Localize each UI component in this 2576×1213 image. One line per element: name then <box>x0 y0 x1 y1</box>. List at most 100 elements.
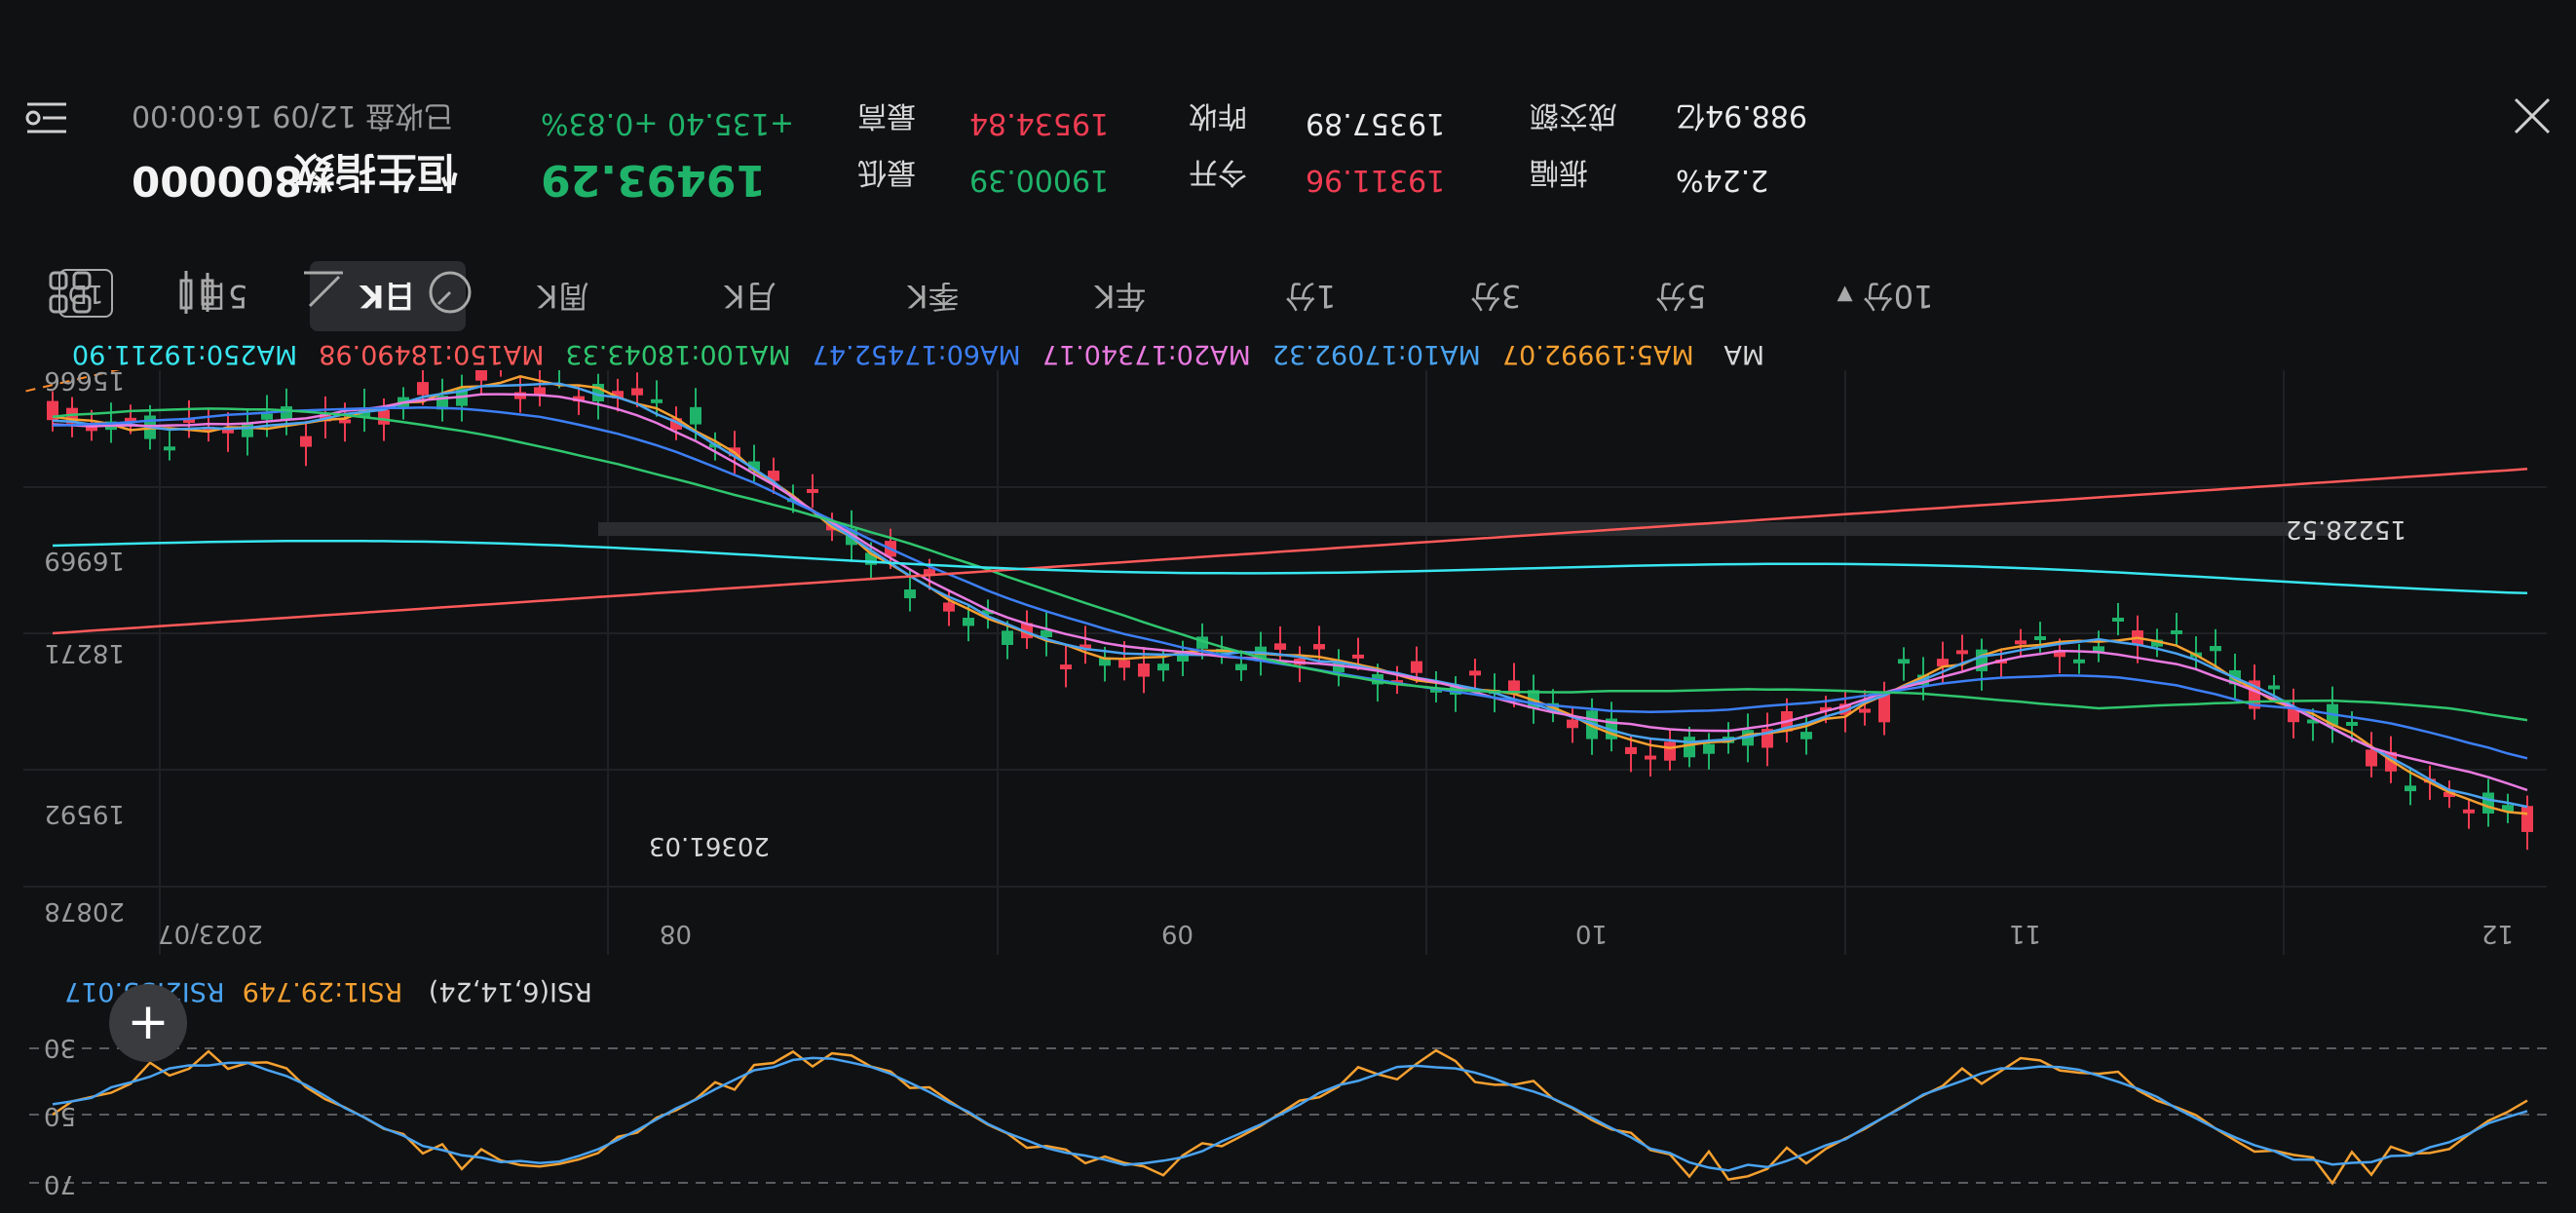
y-axis-label: 20878 <box>44 896 125 926</box>
ma-legend-item-6: MA250:19211.90 <box>72 339 298 369</box>
ma-legend-item-2: MA20:17340.17 <box>1042 339 1251 369</box>
indicator-icon[interactable] <box>423 265 477 320</box>
stat-label: 成交额 <box>1530 98 1617 133</box>
candle-body <box>261 413 273 420</box>
ma-line <box>52 382 2528 809</box>
price-change: +135.40 +0.83% <box>541 106 795 140</box>
grid-icon[interactable] <box>43 265 97 320</box>
toolbar-rotated: 1D 5日 日K 周K 月K 季K 年K 1分 3分 5分 10分 ▾ <box>0 244 2576 331</box>
market-status: 已收盘 12/09 16:00:00 <box>132 98 454 133</box>
candle-body <box>943 602 955 612</box>
y-axis-label: 15666 <box>44 370 125 395</box>
candle-body <box>2482 792 2494 815</box>
main-chart-plot <box>22 370 2547 955</box>
candle-body <box>300 436 312 447</box>
candle-body <box>2015 640 2027 645</box>
candle-body <box>164 446 175 451</box>
main-chart-labels: 20878 19592 18271 16969 15666 2023/07 08 09 10 11… <box>44 370 2514 948</box>
candle-body <box>2268 685 2280 690</box>
candle-body <box>2307 719 2319 724</box>
candle-body <box>1235 663 1247 670</box>
tab-1min[interactable]: 1分 <box>1284 278 1337 315</box>
x-axis-label: 11 <box>2009 919 2041 948</box>
volume-band <box>598 522 2381 536</box>
candle-body <box>339 419 351 424</box>
candle-body <box>475 370 487 381</box>
candle-body <box>807 488 818 493</box>
candle-body <box>1118 660 1130 668</box>
candle-body <box>1508 680 1520 695</box>
stat-value: 19357.89 <box>1306 106 1446 140</box>
candle-body <box>242 422 253 437</box>
candle-body <box>1002 630 1013 645</box>
candle-body <box>1684 737 1695 758</box>
candle-body <box>1664 741 1676 761</box>
stock-name: 恒生指数 <box>294 148 459 196</box>
candle-body <box>1703 743 1715 754</box>
menu-icon[interactable] <box>21 93 72 143</box>
x-axis-label: 2023/07 <box>158 919 263 948</box>
candle-body <box>1157 663 1169 671</box>
tab-10min[interactable]: 10分 ▾ <box>1837 278 1934 315</box>
rsi-legend-item-0: RSI1:29.749 <box>242 976 403 1006</box>
rsi-y-label: 50 <box>44 1101 76 1130</box>
tab-monthly-k[interactable]: 月K <box>724 278 777 315</box>
close-icon[interactable] <box>2510 94 2555 138</box>
ma-legend: MA MA5:19992.07 MA10:17092.32 MA20:17340.1… <box>29 339 1764 369</box>
candle-body <box>612 391 624 398</box>
rsi-chart[interactable]: 70 50 30 <box>0 1004 2576 1213</box>
candle-body <box>1878 694 1890 723</box>
stock-price: 19493.29 <box>541 155 767 205</box>
candle-body <box>2502 805 2514 812</box>
candle-body <box>2346 721 2358 726</box>
candle-body <box>183 418 195 423</box>
candle-body <box>904 589 916 599</box>
ma-items: MA5:19992.07 MA10:17092.32 MA20:17340.17 MA… <box>51 339 1694 369</box>
candle-body <box>1352 654 1364 659</box>
ma-label: MA <box>1724 339 1765 369</box>
candle-body <box>125 417 136 422</box>
tab-5min[interactable]: 5分 <box>1654 278 1707 315</box>
candle-body <box>1313 644 1325 650</box>
stock-code: 800000 <box>132 157 303 205</box>
tab-quarterly-k[interactable]: 季K <box>907 278 960 315</box>
candle-body <box>2073 659 2085 663</box>
tab-3min[interactable]: 3分 <box>1469 278 1522 315</box>
ma-line <box>52 393 2528 792</box>
candle-style-icon[interactable] <box>170 265 224 320</box>
quote-header: 800000 恒生指数 19493.29 已收盘 12/09 16:00:00 … <box>0 0 2576 244</box>
candle-body <box>670 418 682 430</box>
stat-value: 19000.39 <box>969 163 1110 197</box>
candle-body <box>1430 688 1442 693</box>
candle-body <box>1937 659 1949 667</box>
y-axis-label: 18271 <box>44 638 125 667</box>
candle-body <box>378 409 390 425</box>
tab-yearly-k[interactable]: 年K <box>1094 278 1147 315</box>
candle-body <box>2405 785 2416 792</box>
draw-icon[interactable] <box>296 265 351 320</box>
candlestick-chart[interactable]: 20878 19592 18271 16969 15666 2023/07 08 09 10 11… <box>0 370 2576 955</box>
candle-body <box>2112 617 2124 622</box>
candle-body <box>1411 661 1422 673</box>
candle-body <box>1469 670 1481 676</box>
candle-body <box>2463 809 2475 814</box>
candle-body <box>690 406 701 425</box>
candle-body <box>1177 655 1189 662</box>
candle-body <box>2366 749 2377 767</box>
tab-weekly-k[interactable]: 周K <box>537 278 589 315</box>
candle-body <box>1099 657 1111 666</box>
stat-value: 988.94亿 <box>1676 98 1807 133</box>
rsi-labels: 70 50 30 <box>44 1033 76 1198</box>
ma-line <box>52 407 2528 722</box>
stat-value: 2.24% <box>1676 163 1769 197</box>
candle-body <box>2210 646 2221 652</box>
candle-body <box>924 569 935 576</box>
candle-body <box>982 610 994 615</box>
candle-body <box>1567 719 1578 729</box>
ma-legend-rotated: MA MA5:19992.07 MA10:17092.32 MA20:17340.1… <box>29 339 1764 369</box>
candle-body <box>1080 644 1091 649</box>
candle-body <box>2151 639 2163 647</box>
candle-body <box>1839 703 1851 715</box>
add-indicator-button[interactable]: + <box>109 984 187 1062</box>
rsi-legend: RSI(6,14,24) RSI1:29.749RSI2:35.017 <box>29 976 592 1006</box>
